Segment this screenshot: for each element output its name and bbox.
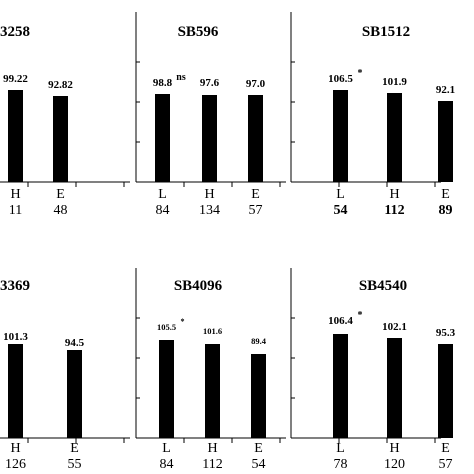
bar-value-label: 101.9 — [382, 76, 407, 88]
significance-mark: * — [358, 310, 363, 321]
significance-mark: * — [358, 68, 363, 79]
sample-count-label: 134 — [199, 203, 220, 218]
significance-mark: * — [181, 317, 185, 326]
bar-h — [387, 338, 402, 438]
bar-e — [67, 350, 82, 438]
bar-value-label: 105.5 — [157, 322, 176, 332]
panel-title: SB4096 — [174, 278, 223, 294]
bar-l — [333, 90, 348, 182]
bar-h — [8, 344, 23, 438]
sample-count-label: 120 — [384, 457, 405, 472]
bar-h — [205, 344, 220, 438]
x-tick-label: L — [162, 441, 171, 456]
bar-value-label: 94.5 — [65, 337, 85, 349]
sample-count-label: 11 — [9, 203, 22, 218]
sample-count-label: 54 — [252, 457, 266, 472]
bar-value-label: 89.4 — [251, 336, 267, 346]
x-tick-label: L — [336, 187, 345, 202]
sample-count-label: 48 — [54, 203, 68, 218]
bar-value-label: 97.6 — [200, 77, 220, 89]
sample-count-label: 126 — [5, 457, 26, 472]
chart-panel-1: 3258 99.22 92.82 H11 E48 — [0, 24, 130, 218]
x-tick-label: E — [70, 441, 79, 456]
x-tick-label: L — [336, 441, 345, 456]
bar-e — [251, 354, 266, 438]
bar-e — [248, 95, 263, 182]
sample-count-label: 84 — [160, 457, 174, 472]
x-tick-label: L — [158, 187, 167, 202]
bar-h — [8, 90, 23, 182]
x-tick-label: E — [56, 187, 65, 202]
bar-l — [159, 340, 174, 438]
sample-count-label: 54 — [334, 203, 348, 218]
bar-l — [155, 94, 170, 182]
bar-l — [333, 334, 348, 438]
bar-h — [202, 95, 217, 182]
x-tick-label: H — [389, 187, 399, 202]
bar-value-label: 101.6 — [203, 326, 222, 336]
sample-count-label: 84 — [156, 203, 170, 218]
bar-value-label: 97.0 — [246, 78, 266, 90]
x-tick-label: E — [254, 441, 263, 456]
significance-mark: ns — [176, 72, 186, 83]
bar-value-label: 92.82 — [48, 79, 73, 91]
panel-title: SB4540 — [359, 278, 407, 294]
sample-count-label: 57 — [439, 457, 453, 472]
sample-count-label: 112 — [202, 457, 222, 472]
x-tick-label: E — [441, 187, 450, 202]
x-tick-label: H — [207, 441, 217, 456]
sample-count-label: 57 — [249, 203, 263, 218]
bar-value-label: 102.1 — [382, 321, 407, 333]
x-tick-label: H — [10, 187, 20, 202]
bar-e — [438, 101, 453, 182]
panel-title: 3369 — [0, 278, 30, 294]
bar-value-label: 95.3 — [436, 327, 456, 339]
bar-value-label: 92.1 — [436, 84, 455, 96]
sample-count-label: 89 — [439, 203, 453, 218]
bar-value-label: 106.5 — [328, 73, 353, 85]
bar-value-label: 101.3 — [3, 331, 28, 343]
x-tick-label: H — [10, 441, 20, 456]
x-tick-label: E — [251, 187, 260, 202]
sample-count-label: 78 — [334, 457, 348, 472]
panel-title: SB1512 — [362, 24, 410, 40]
bar-e — [438, 344, 453, 438]
bar-value-label: 98.8 — [153, 77, 173, 89]
panel-title: SB596 — [178, 24, 219, 40]
panel-title: 3258 — [0, 24, 30, 40]
x-tick-label: E — [441, 441, 450, 456]
sample-count-label: 112 — [384, 203, 404, 218]
bar-h — [387, 93, 402, 182]
bar-value-label: 106.4 — [328, 315, 353, 327]
bar-value-label: 99.22 — [3, 73, 28, 85]
x-tick-label: H — [204, 187, 214, 202]
x-tick-label: H — [389, 441, 399, 456]
sample-count-label: 55 — [68, 457, 82, 472]
bar-e — [53, 96, 68, 182]
